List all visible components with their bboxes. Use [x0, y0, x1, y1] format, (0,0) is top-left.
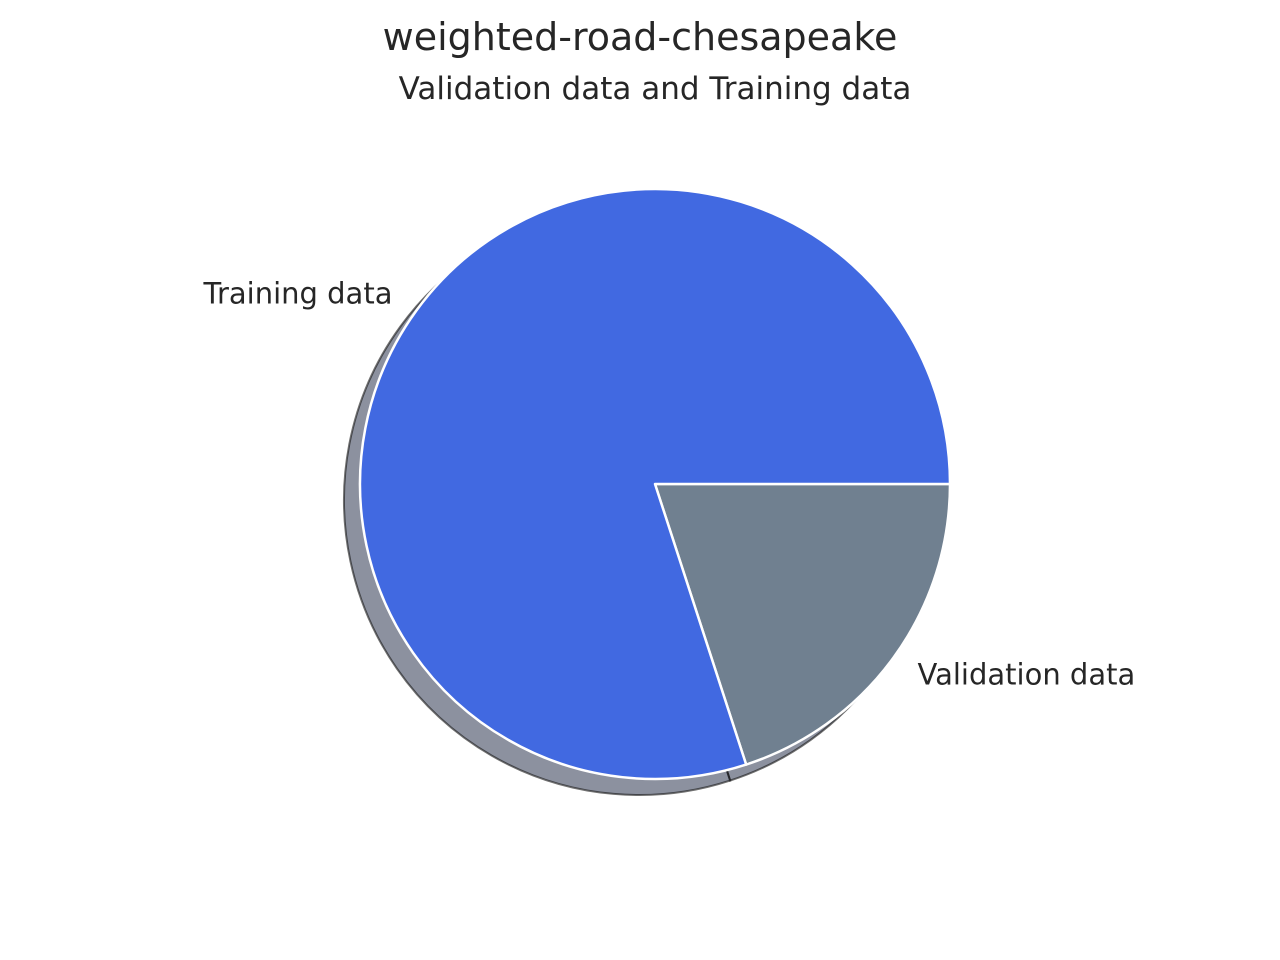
pie-label-validation-data: Validation data [918, 658, 1136, 692]
figure-title: weighted-road-chesapeake [383, 15, 898, 59]
pie-labels-group: Validation data Training data [203, 276, 1136, 691]
pie-label-training-data: Training data [203, 276, 393, 310]
pie-slice-training-data [358, 187, 952, 781]
pie-wedges-group [358, 187, 952, 781]
pie-slice-validation-data [653, 482, 952, 766]
chart-title: Validation data and Training data [399, 71, 912, 107]
